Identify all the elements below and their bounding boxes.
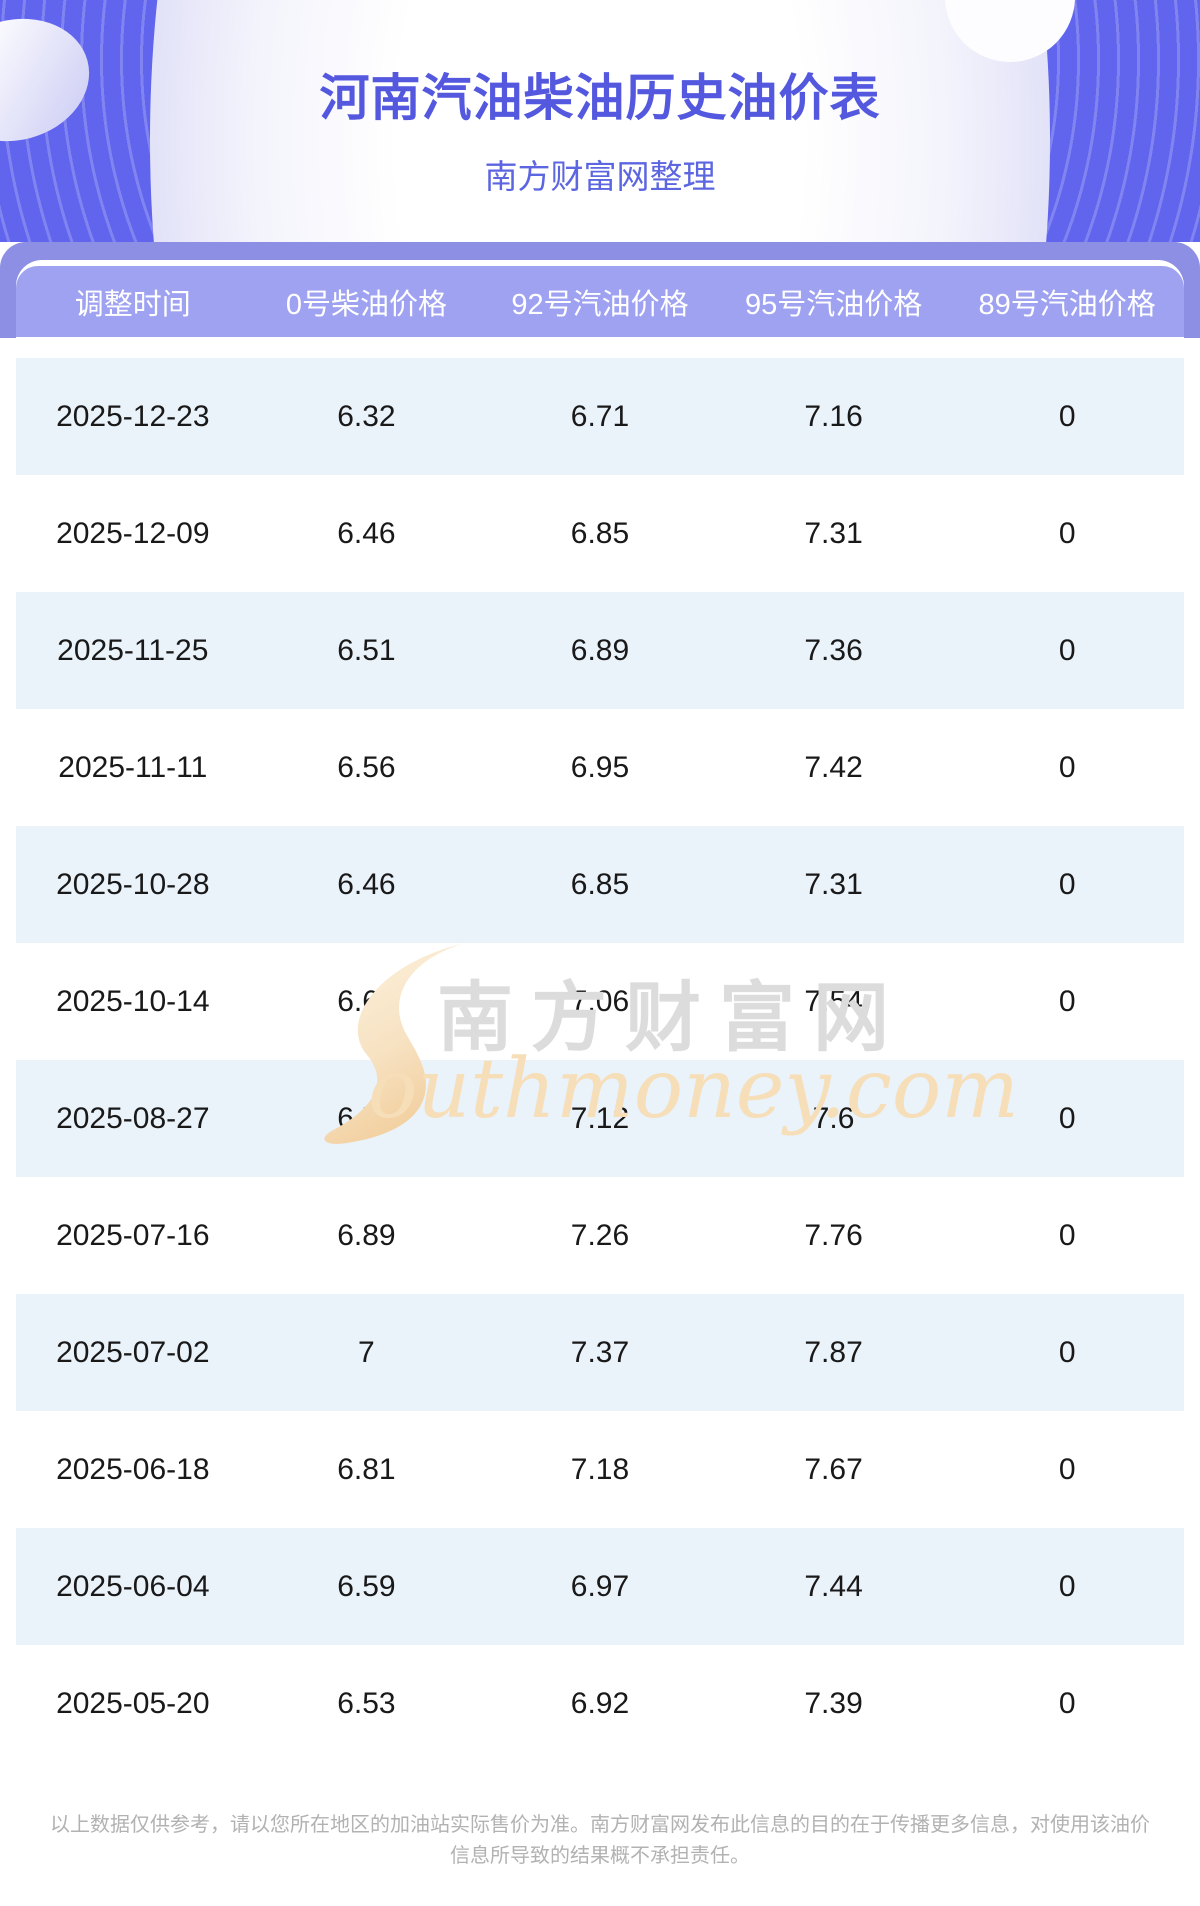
- table-row: 2025-11-11 6.56 6.95 7.42 0: [16, 709, 1184, 826]
- table-cell: 2025-07-02: [56, 1335, 210, 1369]
- table-row: 2025-10-28 6.46 6.85 7.31 0: [16, 826, 1184, 943]
- table-cell: 7.6: [812, 1101, 855, 1135]
- table-cell: 7.16: [804, 399, 863, 433]
- table-cell: 6.74: [337, 1101, 396, 1135]
- table-row: 2025-12-23 6.32 6.71 7.16 0: [16, 358, 1184, 475]
- table-cell: 7.87: [804, 1335, 863, 1369]
- table-cell: 7.36: [804, 633, 863, 667]
- table-cell: 7.39: [804, 1686, 863, 1720]
- column-header-gasoline-89: 89号汽油价格: [978, 288, 1156, 321]
- table-header-row: 调整时间 0号柴油价格 92号汽油价格 95号汽油价格 89号汽油价格: [16, 266, 1184, 337]
- table-cell: 6.92: [570, 1686, 630, 1720]
- column-header-adjust-time: 调整时间: [74, 288, 191, 321]
- table-cell: 0: [1058, 1686, 1076, 1720]
- table-cell: 2025-10-28: [56, 867, 210, 901]
- table-cell: 0: [1058, 399, 1076, 433]
- column-header-gasoline-95: 95号汽油价格: [744, 288, 923, 321]
- table-cell: 0: [1058, 984, 1076, 1018]
- table-cell: 6.95: [570, 750, 630, 784]
- table-row: 2025-12-09 6.46 6.85 7.31 0: [16, 475, 1184, 592]
- table-cell: 7.42: [804, 750, 863, 784]
- table-cell: 6.59: [337, 1569, 396, 1603]
- table-cell: 6.68: [337, 984, 396, 1018]
- table-cell: 6.51: [337, 633, 396, 667]
- table-card: 调整时间 0号柴油价格 92号汽油价格 95号汽油价格 89号汽油价格 2025…: [16, 260, 1184, 1762]
- table-cell: 2025-06-04: [56, 1569, 210, 1603]
- table-cell: 7.18: [570, 1452, 630, 1486]
- table-cell: 7.54: [804, 984, 863, 1018]
- table-cell: 2025-11-25: [57, 633, 209, 667]
- center-ellipse-decoration: [150, 0, 1050, 242]
- table-cell: 6.89: [337, 1218, 396, 1252]
- table-cell: 0: [1058, 1218, 1076, 1252]
- table-cell: 7.26: [570, 1218, 630, 1252]
- table-cell: 7.31: [804, 516, 863, 550]
- table-cell: 6.46: [337, 867, 396, 901]
- table-cell: 6.71: [570, 399, 630, 433]
- table-cell: 7.12: [570, 1101, 630, 1135]
- table-row: 2025-06-04 6.59 6.97 7.44 0: [16, 1528, 1184, 1645]
- table-cell: 0: [1058, 1101, 1076, 1135]
- table-cell: 0: [1058, 1569, 1076, 1603]
- table-row: 2025-06-18 6.81 7.18 7.67 0: [16, 1411, 1184, 1528]
- column-header-gasoline-92: 92号汽油价格: [511, 288, 689, 321]
- table-cell: 0: [1058, 750, 1076, 784]
- table-cell: 2025-08-27: [56, 1101, 210, 1135]
- table-cell: 7.06: [570, 984, 630, 1018]
- table-cell: 2025-07-16: [56, 1218, 210, 1252]
- table-cell: 7: [358, 1335, 375, 1369]
- column-header-diesel-0: 0号柴油价格: [285, 288, 447, 321]
- table-cell: 6.85: [570, 516, 630, 550]
- table-row: 2025-07-02 7 7.37 7.87 0: [16, 1294, 1184, 1411]
- page-title: 河南汽油柴油历史油价表: [319, 70, 881, 126]
- table-cell: 6.89: [570, 633, 630, 667]
- table-cell: 6.81: [337, 1452, 396, 1486]
- table-cell: 6.53: [337, 1686, 396, 1720]
- table-cell: 7.76: [804, 1218, 863, 1252]
- table-cell: 2025-10-14: [56, 984, 210, 1018]
- table-cell: 7.31: [804, 867, 863, 901]
- table-cell: 0: [1058, 1335, 1076, 1369]
- table-cell: 0: [1058, 867, 1076, 901]
- table-cell: 6.85: [570, 867, 630, 901]
- table-row: 2025-10-14 6.68 7.06 7.54 0: [16, 943, 1184, 1060]
- table-cell: 6.56: [337, 750, 396, 784]
- table-cell: 2025-12-23: [56, 399, 210, 433]
- table-row: 2025-11-25 6.51 6.89 7.36 0: [16, 592, 1184, 709]
- page-subtitle: 南方财富网整理: [484, 158, 716, 195]
- table-cell: 2025-05-20: [56, 1686, 210, 1720]
- table-cell: 7.37: [570, 1335, 630, 1369]
- table-cell: 7.44: [804, 1569, 863, 1603]
- header-banner: 河南汽油柴油历史油价表 南方财富网整理: [0, 0, 1200, 242]
- table-cell: 6.32: [337, 399, 396, 433]
- table-cell: 2025-06-18: [56, 1452, 210, 1486]
- footer-disclaimer: 以上数据仅供参考，请以您所在地区的加油站实际售价为准。南方财富网发布此信息的目的…: [50, 1814, 1150, 1867]
- table-body: 2025-12-23 6.32 6.71 7.16 0 2025-12-09 6.46 6.8…: [16, 358, 1184, 1762]
- table-cell: 0: [1058, 516, 1076, 550]
- table-row: 2025-07-16 6.89 7.26 7.76 0: [16, 1177, 1184, 1294]
- table-cell: 0: [1058, 1452, 1076, 1486]
- table-row: 2025-08-27 6.74 7.12 7.6 0: [16, 1060, 1184, 1177]
- table-cell: 0: [1058, 633, 1076, 667]
- table-row: 2025-05-20 6.53 6.92 7.39 0: [16, 1645, 1184, 1762]
- table-cell: 2025-11-11: [58, 750, 208, 784]
- table-cell: 2025-12-09: [56, 516, 210, 550]
- table-cell: 6.97: [570, 1569, 630, 1603]
- table-cell: 6.46: [337, 516, 396, 550]
- table-cell: 7.67: [804, 1452, 863, 1486]
